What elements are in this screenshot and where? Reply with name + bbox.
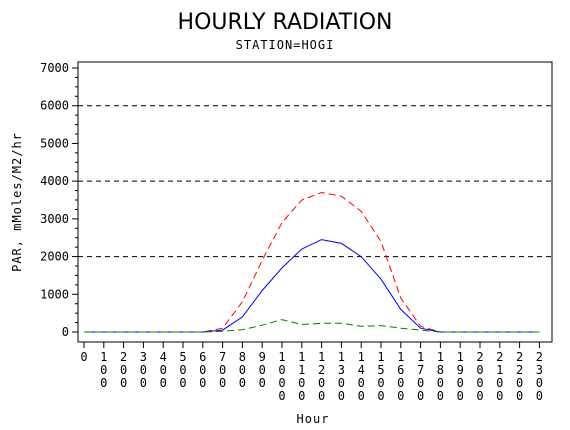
y-tick-label: 3000 [40, 212, 69, 226]
x-tick-label: 0 [80, 350, 87, 364]
y-tick-label: 7000 [40, 61, 69, 75]
series-line-2 [84, 239, 540, 333]
y-axis-label: PAR, mMoles/M2/hr [10, 132, 24, 272]
y-tick-label: 2000 [40, 250, 69, 264]
y-tick-label: 4000 [40, 174, 69, 188]
y-axis: 0 1000 2000 3000 4000 5000 6000 7000 [40, 61, 78, 339]
reference-lines [78, 105, 552, 258]
series-layer [84, 191, 540, 333]
y-tick-label: 1000 [40, 287, 69, 301]
chart-subtitle: STATION=HOGI [236, 38, 335, 52]
x-axis: 0 1 0 0 2 0 0 3 0 0 4 0 0 5 0 0 6 0 0 7 0 0 8 0 0 9 0 0 1 0 0 0 1 1 0 0 1 2 0 0… [80, 342, 543, 403]
x-axis-label: Hour [297, 412, 330, 426]
series-line-1 [84, 191, 540, 333]
y-tick-label: 6000 [40, 99, 69, 113]
plot-frame [77, 61, 553, 343]
y-tick-label: 5000 [40, 136, 69, 150]
series-line-3 [84, 319, 540, 333]
y-tick-label: 0 [62, 325, 69, 339]
chart-title: HOURLY RADIATION [178, 10, 393, 35]
